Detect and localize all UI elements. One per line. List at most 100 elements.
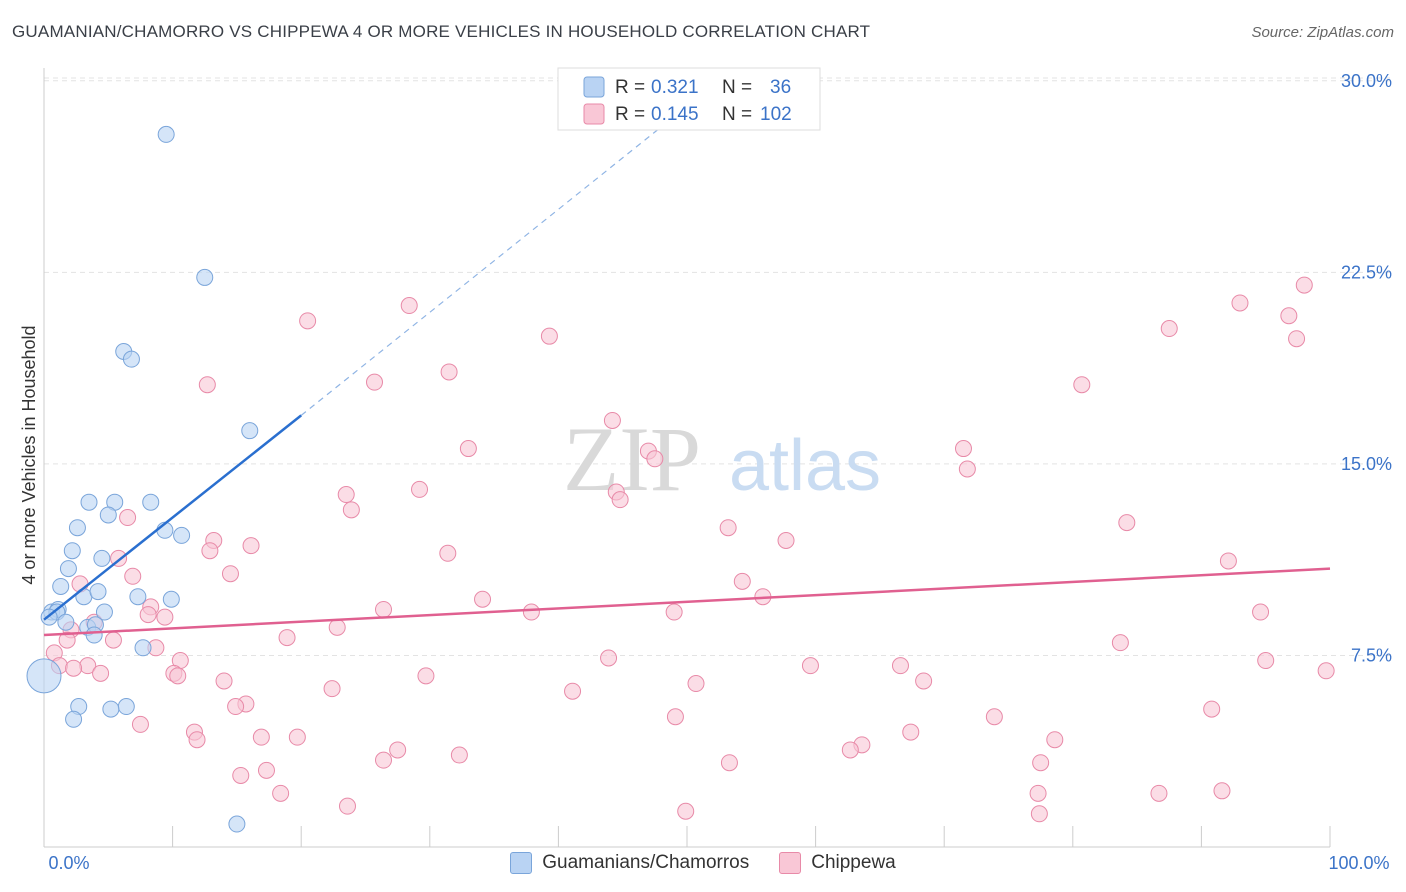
- data-point: [720, 754, 738, 772]
- data-point: [891, 657, 909, 675]
- trend-line-chippewa: [43, 567, 1331, 637]
- legend-n-label-2: N =: [722, 104, 752, 125]
- legend-swatch: [779, 852, 802, 874]
- data-point: [1288, 330, 1306, 348]
- y-tick-label: 30.0%: [1341, 71, 1392, 91]
- data-point: [257, 761, 275, 779]
- data-point: [65, 659, 83, 677]
- data-point: [232, 766, 250, 784]
- bottom-legend: Guamanians/Chamorros Chippewa: [0, 852, 1406, 874]
- trend-lines: [43, 105, 1331, 637]
- data-point: [58, 631, 76, 649]
- data-point: [169, 667, 187, 685]
- legend-swatch-blue: [583, 76, 605, 98]
- legend-item-chippewa: Chippewa: [779, 852, 896, 874]
- data-point: [375, 751, 393, 769]
- data-point: [252, 728, 270, 746]
- data-point: [1213, 782, 1231, 800]
- data-point: [1231, 294, 1249, 312]
- data-point: [59, 560, 77, 578]
- data-point: [1150, 784, 1168, 802]
- data-point: [201, 542, 219, 560]
- data-point: [342, 501, 360, 519]
- data-point: [328, 618, 346, 636]
- data-point: [677, 802, 695, 820]
- data-point: [450, 746, 468, 764]
- data-point: [375, 600, 393, 618]
- data-point: [288, 728, 306, 746]
- x-tick-label-min: 0.0%: [48, 853, 89, 873]
- legend-r-value-1: 0.321: [651, 77, 699, 98]
- data-point: [1252, 603, 1270, 621]
- data-point: [1317, 662, 1335, 680]
- data-point: [459, 440, 477, 458]
- data-point: [215, 672, 233, 690]
- data-point: [63, 542, 81, 560]
- data-point: [241, 422, 259, 440]
- watermark: ZIP atlas: [563, 408, 881, 510]
- data-point: [26, 658, 62, 694]
- data-point: [1032, 754, 1050, 772]
- data-point: [687, 675, 705, 693]
- data-point: [985, 708, 1003, 726]
- y-tick-label: 22.5%: [1341, 262, 1392, 282]
- watermark-atlas: atlas: [729, 426, 881, 506]
- data-point: [99, 506, 117, 524]
- legend-n-label-1: N =: [722, 77, 752, 98]
- data-point: [400, 297, 418, 315]
- data-point: [89, 583, 107, 601]
- legend-r-label-2: R =: [615, 104, 645, 125]
- data-point: [122, 350, 140, 368]
- legend-n-value-1: 36: [770, 77, 791, 98]
- data-point: [124, 567, 142, 585]
- data-point: [104, 631, 122, 649]
- data-point: [1030, 805, 1048, 823]
- data-point: [157, 125, 175, 143]
- data-point: [142, 493, 160, 511]
- data-point: [272, 784, 290, 802]
- data-point: [389, 741, 407, 759]
- data-point: [196, 268, 214, 286]
- data-point: [131, 715, 149, 733]
- data-point: [366, 373, 384, 391]
- data-point: [117, 698, 135, 716]
- data-point: [119, 509, 137, 527]
- data-point: [92, 664, 110, 682]
- legend-box: R = 0.321 N = 36 R = 0.145 N = 102: [557, 67, 821, 131]
- data-point: [1280, 307, 1298, 325]
- data-point: [1219, 552, 1237, 570]
- watermark-zip: ZIP: [563, 408, 701, 510]
- data-point: [417, 667, 435, 685]
- data-point: [411, 480, 429, 498]
- data-point: [440, 363, 458, 381]
- data-point: [646, 450, 664, 468]
- data-point: [134, 639, 152, 657]
- data-point: [221, 565, 239, 583]
- data-point: [1257, 652, 1275, 670]
- y-axis-label: 4 or more Vehicles in Household: [19, 325, 39, 584]
- data-point: [278, 629, 296, 647]
- data-point: [801, 657, 819, 675]
- data-point: [522, 603, 540, 621]
- data-point: [777, 532, 795, 550]
- legend-label: Chippewa: [811, 852, 896, 873]
- data-point: [323, 680, 341, 698]
- data-point: [338, 797, 356, 815]
- data-point: [1160, 320, 1178, 338]
- legend-r-label-1: R =: [615, 77, 645, 98]
- data-point: [1111, 634, 1129, 652]
- data-point: [188, 731, 206, 749]
- x-tick-label-max: 100.0%: [1328, 853, 1389, 873]
- legend-label: Guamanians/Chamorros: [542, 852, 750, 873]
- data-point: [1203, 700, 1221, 718]
- data-point: [600, 649, 618, 667]
- series-chippewa: [45, 276, 1335, 823]
- data-point: [1073, 376, 1091, 394]
- data-point: [337, 486, 355, 504]
- data-point: [841, 741, 859, 759]
- data-point: [95, 603, 113, 621]
- chart-title: GUAMANIAN/CHAMORRO VS CHIPPEWA 4 OR MORE…: [12, 22, 871, 41]
- y-tick-label: 7.5%: [1351, 645, 1392, 665]
- data-point: [439, 544, 457, 562]
- data-point: [80, 493, 98, 511]
